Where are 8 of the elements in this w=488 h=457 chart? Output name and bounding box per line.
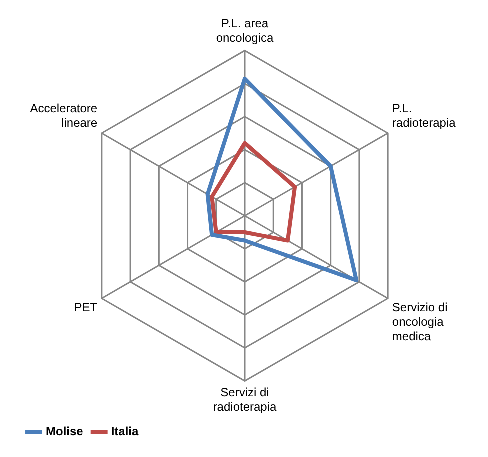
spoke-label: P.L. area oncologica — [216, 16, 274, 45]
spoke-label: Servizi di radioterapia — [213, 386, 278, 414]
spoke-label: Servizio di oncologia medica — [392, 300, 448, 344]
legend-label: Italia — [111, 424, 140, 438]
spoke-label: Acceleratore lineare — [30, 102, 98, 130]
spoke-label: P.L. radioterapia — [392, 102, 456, 130]
legend-label: Molise — [46, 424, 84, 438]
spoke-label: PET — [74, 300, 98, 315]
